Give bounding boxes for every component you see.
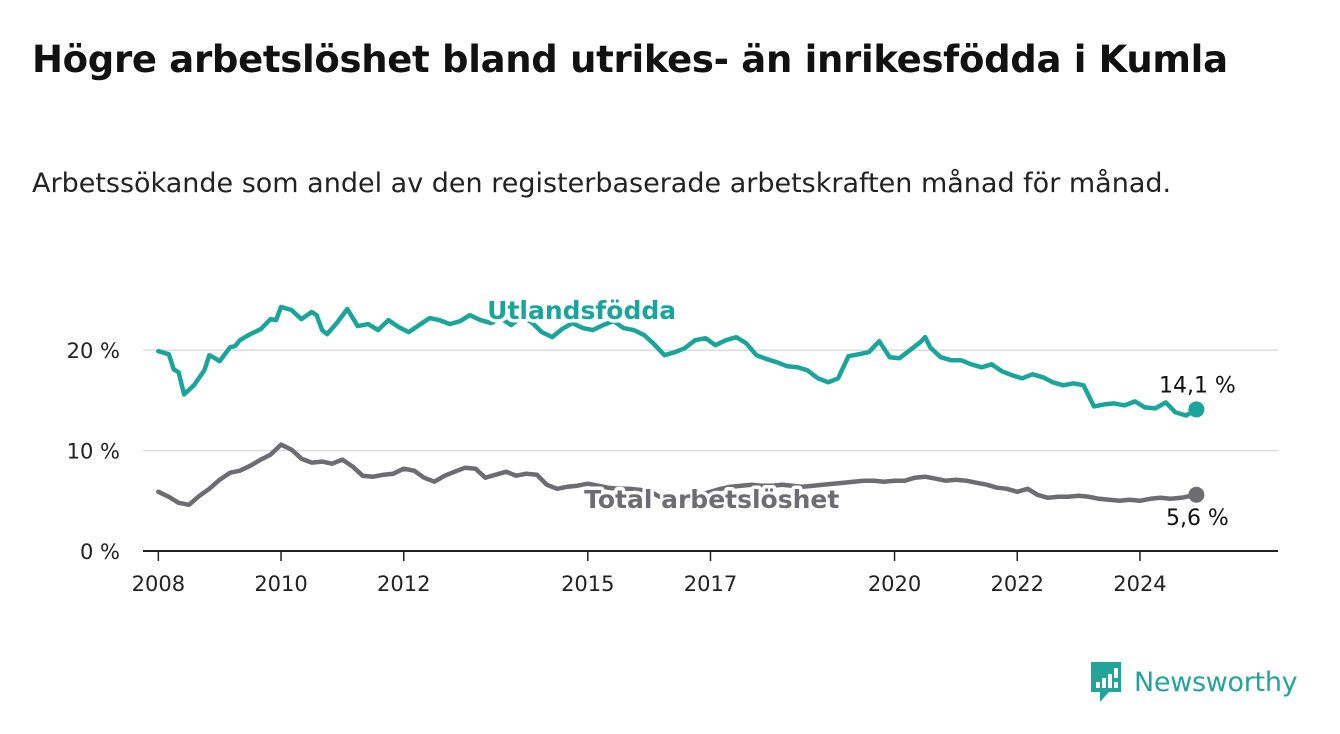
series-lines [156,304,1199,508]
gridlines [143,349,1278,452]
x-tick-label: 2010 [254,572,307,596]
chart-subtitle: Arbetssökande som andel av den registerb… [32,168,1172,199]
x-tick-label: 2017 [684,572,737,596]
annotation-utlandsfodda: Utlandsfödda [487,296,676,325]
y-tick-label: 10 % [67,440,120,464]
y-tick-label: 0 % [80,540,120,564]
endpoint-markers: 14,1 % 5,6 % [1156,371,1238,533]
x-tick-label: 2015 [561,572,614,596]
series-line-utlandsfodda [156,304,1199,418]
newsworthy-logo: Newsworthy [1088,660,1298,704]
x-tick-label: 2020 [868,572,921,596]
y-axis-tick-labels: 0 % 10 % 20 % [67,339,120,564]
chart-title: Högre arbetslöshet bland utrikes- än inr… [32,38,1228,81]
x-tick-label: 2008 [132,572,185,596]
end-label-utlandsfodda: 14,1 % [1159,373,1236,398]
annotation-total: Total arbetslöshet [584,485,839,514]
endpoint-total [1188,486,1205,503]
series-line-total [156,442,1199,508]
x-tick-label: 2012 [377,572,430,596]
series-annotations: Utlandsfödda Total arbetslöshet [484,293,843,518]
newsworthy-logo-text: Newsworthy [1134,666,1298,698]
endpoint-utlandsfodda [1188,401,1205,418]
newsworthy-logo-icon [1091,662,1121,702]
x-tick-label: 2024 [1113,572,1166,596]
x-tick-label: 2022 [991,572,1044,596]
x-axis: 2008 2010 2012 2015 2017 2020 2022 2024 [132,550,1278,596]
end-label-total: 5,6 % [1166,506,1229,531]
y-tick-label: 20 % [67,339,120,363]
